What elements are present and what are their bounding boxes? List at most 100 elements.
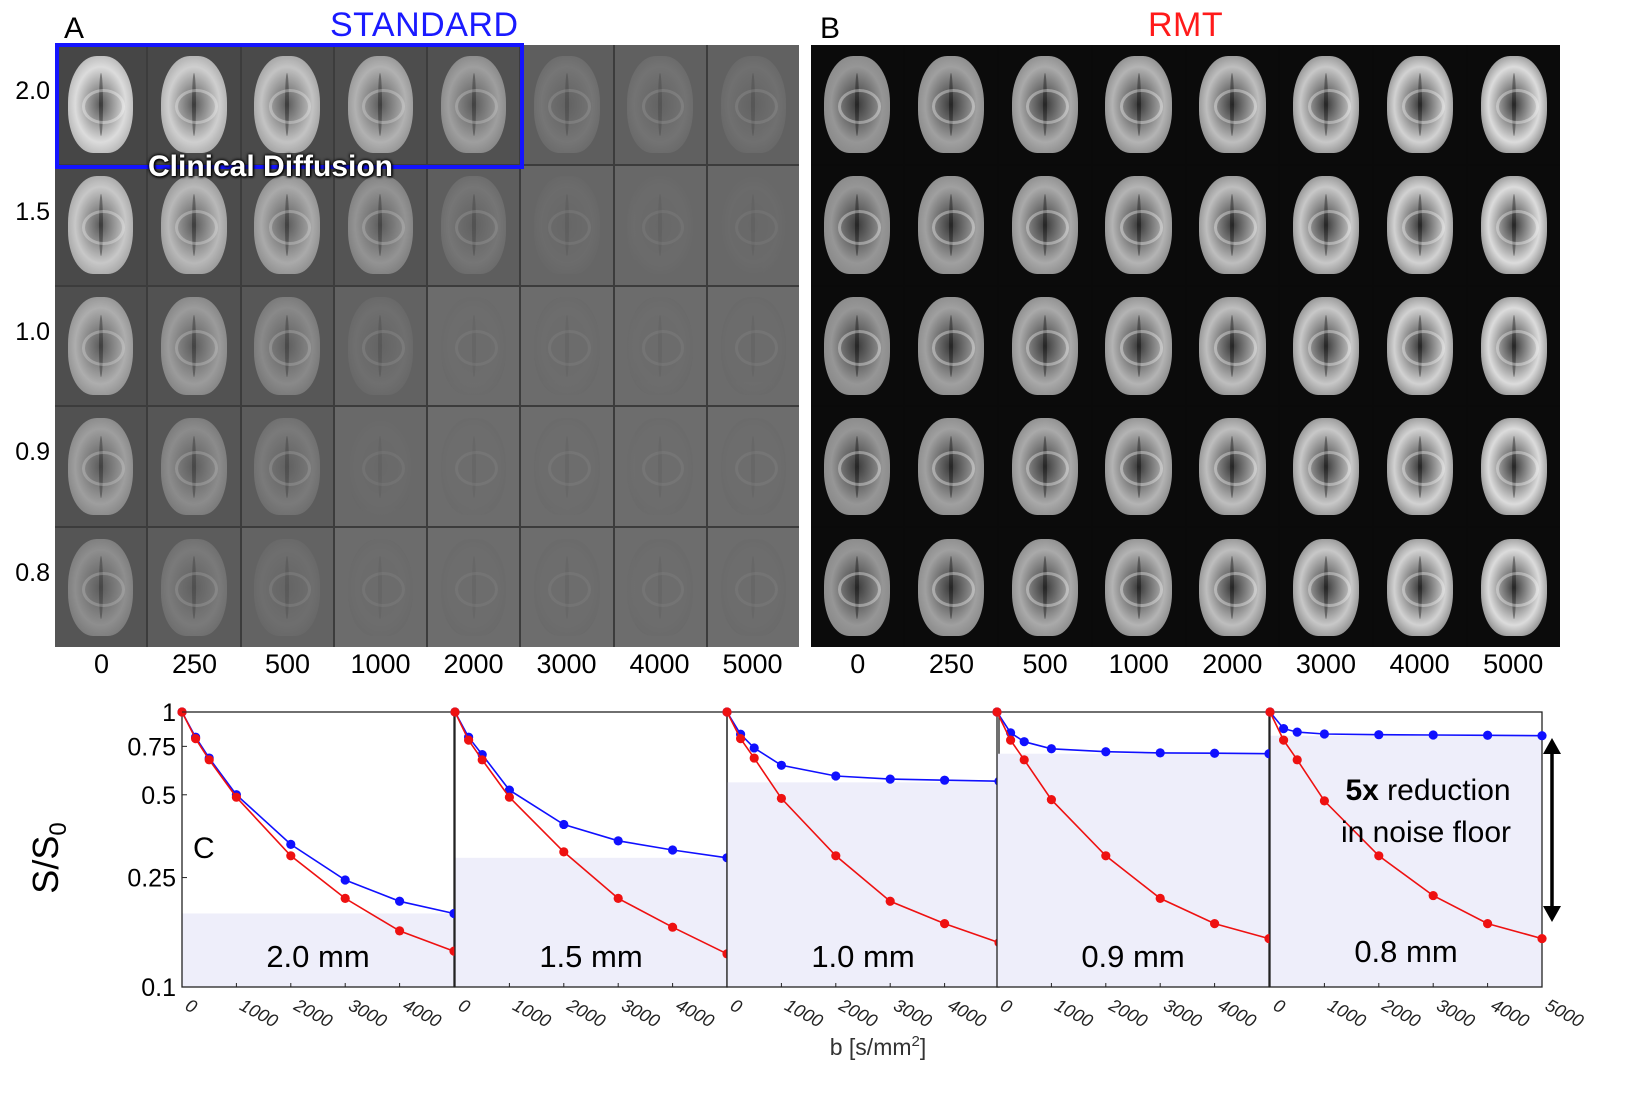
standard-data-point (340, 875, 350, 885)
rmt-data-point (1319, 796, 1329, 806)
brain-slice (1387, 538, 1454, 637)
rmt-data-point (940, 919, 950, 929)
x-axis-label: b [s/mm2] (830, 1033, 927, 1060)
b-value-label: 3000 (1295, 649, 1356, 679)
brain-slice (254, 55, 320, 154)
standard-series-line (996, 711, 1270, 755)
brain-slice (1011, 418, 1078, 516)
brain-slice (917, 176, 984, 274)
panel-c-letter: C (193, 832, 215, 865)
rmt-tile (1280, 165, 1373, 285)
brain-slice (254, 418, 320, 516)
x-tick-label: 2000 (563, 994, 609, 1031)
rmt-data-point (1265, 707, 1275, 717)
rmt-data-point (1374, 851, 1384, 861)
rmt-tile (904, 528, 997, 647)
standard-image-grid (55, 45, 799, 647)
brain-slice (534, 55, 600, 154)
brain-slice (1199, 176, 1266, 274)
rmt-tile (1374, 165, 1467, 285)
x-tick-label: 0 (727, 995, 745, 1017)
x-tick-label: 0 (455, 995, 473, 1017)
brain-slice (1011, 176, 1078, 274)
brain-slice (161, 176, 227, 274)
brain-slice (1105, 538, 1172, 637)
brain-slice (823, 297, 890, 395)
rmt-data-point (1483, 919, 1493, 929)
y-tick-label: 0.1 (141, 974, 176, 1002)
brain-slice (67, 538, 134, 637)
rmt-tile (811, 45, 903, 164)
y-tick-label: 0.75 (127, 733, 176, 761)
panel-b-letter: B (820, 12, 841, 45)
brain-slice (917, 55, 984, 154)
x-tick-label: 0 (182, 995, 200, 1017)
noise-reduction-annotation-line2: in noise floor (1341, 816, 1511, 849)
b-value-label: 4000 (629, 649, 690, 679)
brain-slice (917, 418, 984, 516)
brain-slice (627, 538, 693, 637)
b-value-label: 0 (93, 649, 110, 679)
rmt-data-point (395, 926, 405, 936)
y-axis-label: S/S0 (25, 822, 72, 893)
rmt-data-point (1006, 735, 1016, 745)
b-value-label: 0 (850, 649, 866, 679)
standard-data-point (1319, 729, 1329, 739)
brain-slice (1480, 418, 1548, 516)
standard-tile (148, 165, 240, 285)
brain-slice (440, 55, 507, 154)
y-tick-label: 1 (162, 699, 176, 727)
x-tick-label: 1000 (237, 995, 282, 1031)
b-value-label: 3000 (536, 649, 597, 679)
rmt-tile (1468, 528, 1560, 647)
noise-floor-region (727, 782, 999, 987)
b-value-label: 500 (264, 649, 311, 679)
standard-tile (521, 165, 613, 285)
standard-tile (707, 407, 799, 527)
brain-slice (1480, 55, 1548, 154)
noise-floor-region (1270, 735, 1542, 987)
rmt-data-point (668, 922, 678, 932)
standard-tile (148, 45, 240, 164)
x-tick-label: 0 (997, 995, 1015, 1017)
standard-data-point (1537, 731, 1547, 741)
b-value-label: 5000 (722, 649, 783, 679)
standard-data-point (885, 774, 895, 784)
resolution-label: 0.9 (15, 438, 50, 467)
standard-tile (148, 286, 240, 406)
brain-slice (254, 538, 320, 637)
standard-data-point (1101, 747, 1111, 757)
standard-tile (55, 45, 147, 164)
brain-slice (1293, 538, 1360, 637)
x-tick-label: 1000 (1325, 995, 1370, 1031)
rmt-tile (811, 165, 903, 285)
brain-slice (67, 176, 134, 274)
brain-slice (534, 297, 600, 395)
y-tick-label: 0.5 (141, 782, 176, 810)
resolution-panel-label: 0.8 mm (1354, 934, 1457, 969)
brain-slice (347, 538, 414, 637)
standard-series-line (726, 711, 1000, 782)
rmt-tile (1468, 165, 1560, 285)
b-value-label: 2000 (1202, 649, 1263, 679)
x-tick-label: 2000 (1378, 994, 1424, 1031)
standard-data-point (1155, 748, 1165, 758)
x-tick-label: 3000 (890, 995, 935, 1031)
noise-floor-region (997, 753, 1269, 987)
rmt-tile (904, 407, 997, 527)
arrow-head-down (1543, 906, 1561, 922)
brain-slice (823, 176, 890, 274)
standard-data-point (286, 839, 296, 850)
standard-tile (55, 286, 147, 406)
standard-tile (148, 528, 240, 647)
rmt-data-point (613, 893, 623, 903)
panel-b-title: RMT (1148, 6, 1224, 44)
resolution-label: 0.8 (15, 558, 50, 587)
rmt-data-point (286, 851, 296, 861)
brain-slice (823, 55, 890, 154)
x-tick-label: 3000 (618, 995, 663, 1031)
rmt-data-point (450, 707, 460, 717)
brain-slice (440, 176, 507, 274)
brain-slice (254, 297, 320, 395)
